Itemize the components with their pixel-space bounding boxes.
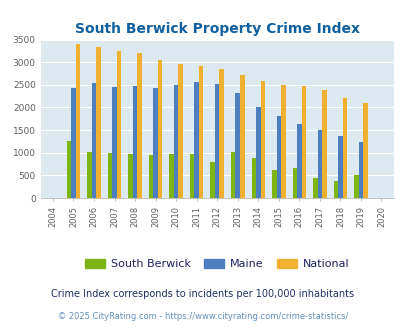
Bar <box>260 81 264 198</box>
Bar <box>194 82 198 198</box>
Bar <box>230 152 235 198</box>
Bar <box>87 152 92 198</box>
Bar <box>333 181 337 198</box>
Bar <box>169 154 173 198</box>
Text: Crime Index corresponds to incidents per 100,000 inhabitants: Crime Index corresponds to incidents per… <box>51 289 354 299</box>
Bar <box>75 44 80 198</box>
Bar <box>353 175 358 198</box>
Text: © 2025 CityRating.com - https://www.cityrating.com/crime-statistics/: © 2025 CityRating.com - https://www.city… <box>58 313 347 321</box>
Bar <box>66 142 71 198</box>
Bar <box>112 87 117 198</box>
Bar <box>153 87 158 198</box>
Bar <box>117 51 121 198</box>
Bar <box>271 170 276 198</box>
Bar <box>132 86 137 198</box>
Bar <box>137 53 141 198</box>
Bar <box>158 60 162 198</box>
Bar <box>358 142 362 198</box>
Bar <box>149 155 153 198</box>
Bar <box>239 75 244 198</box>
Bar <box>71 87 75 198</box>
Bar <box>296 124 301 198</box>
Bar <box>342 98 346 198</box>
Title: South Berwick Property Crime Index: South Berwick Property Crime Index <box>75 22 359 36</box>
Bar <box>256 108 260 198</box>
Bar <box>92 83 96 198</box>
Bar <box>219 69 224 198</box>
Bar <box>317 130 321 198</box>
Bar <box>96 47 100 198</box>
Bar <box>337 136 342 198</box>
Bar <box>276 115 280 198</box>
Bar <box>190 154 194 198</box>
Bar <box>362 103 367 198</box>
Bar <box>214 84 219 198</box>
Bar <box>280 85 285 198</box>
Bar <box>301 86 305 198</box>
Bar <box>128 154 132 198</box>
Bar <box>107 153 112 198</box>
Legend: South Berwick, Maine, National: South Berwick, Maine, National <box>81 254 353 274</box>
Bar <box>312 178 317 198</box>
Bar <box>292 168 296 198</box>
Bar <box>173 85 178 198</box>
Bar <box>178 64 183 198</box>
Bar <box>321 90 326 198</box>
Bar <box>235 93 239 198</box>
Bar <box>251 158 256 198</box>
Bar <box>198 66 203 198</box>
Bar <box>210 162 214 198</box>
